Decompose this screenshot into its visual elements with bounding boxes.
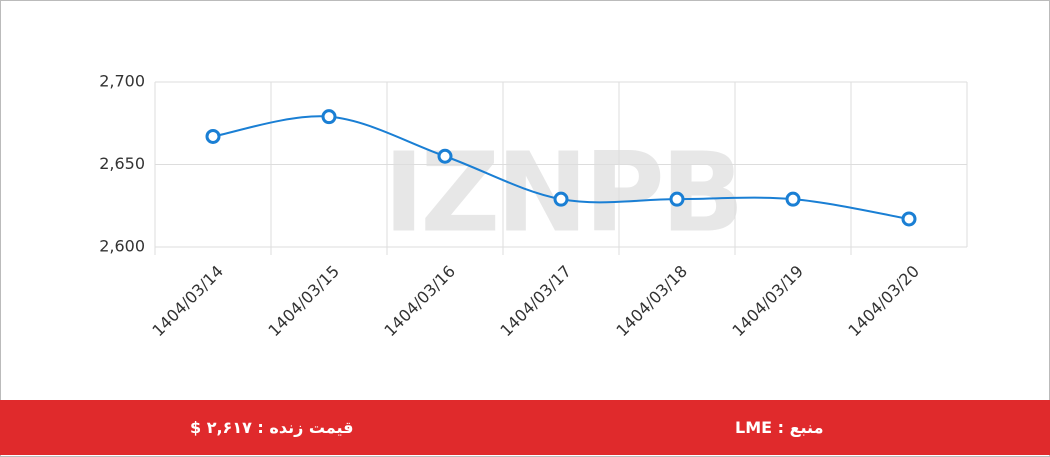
x-tick-label: 1404/03/16	[380, 262, 459, 341]
x-tick-label: 1404/03/18	[612, 262, 691, 341]
y-tick-label: 2,650	[99, 154, 145, 173]
point	[669, 191, 685, 207]
point	[205, 128, 221, 144]
source: منبع : LME	[735, 418, 824, 437]
point	[437, 148, 453, 164]
x-tick-label: 1404/03/15	[264, 262, 343, 341]
footer: قیمت زنده : ۲,۶۱۷ $ منبع : LME	[0, 400, 1050, 455]
x-tick-label: 1404/03/20	[844, 262, 923, 341]
x-tick-label: 1404/03/17	[496, 262, 575, 341]
point	[785, 191, 801, 207]
live-price: قیمت زنده : ۲,۶۱۷ $	[190, 418, 354, 437]
y-tick-label: 2,700	[99, 72, 145, 91]
y-tick-label: 2,600	[99, 237, 145, 256]
x-tick-label: 1404/03/19	[728, 262, 807, 341]
point	[901, 211, 917, 227]
point	[553, 191, 569, 207]
x-tick-label: 1404/03/14	[148, 262, 227, 341]
point	[321, 109, 337, 125]
